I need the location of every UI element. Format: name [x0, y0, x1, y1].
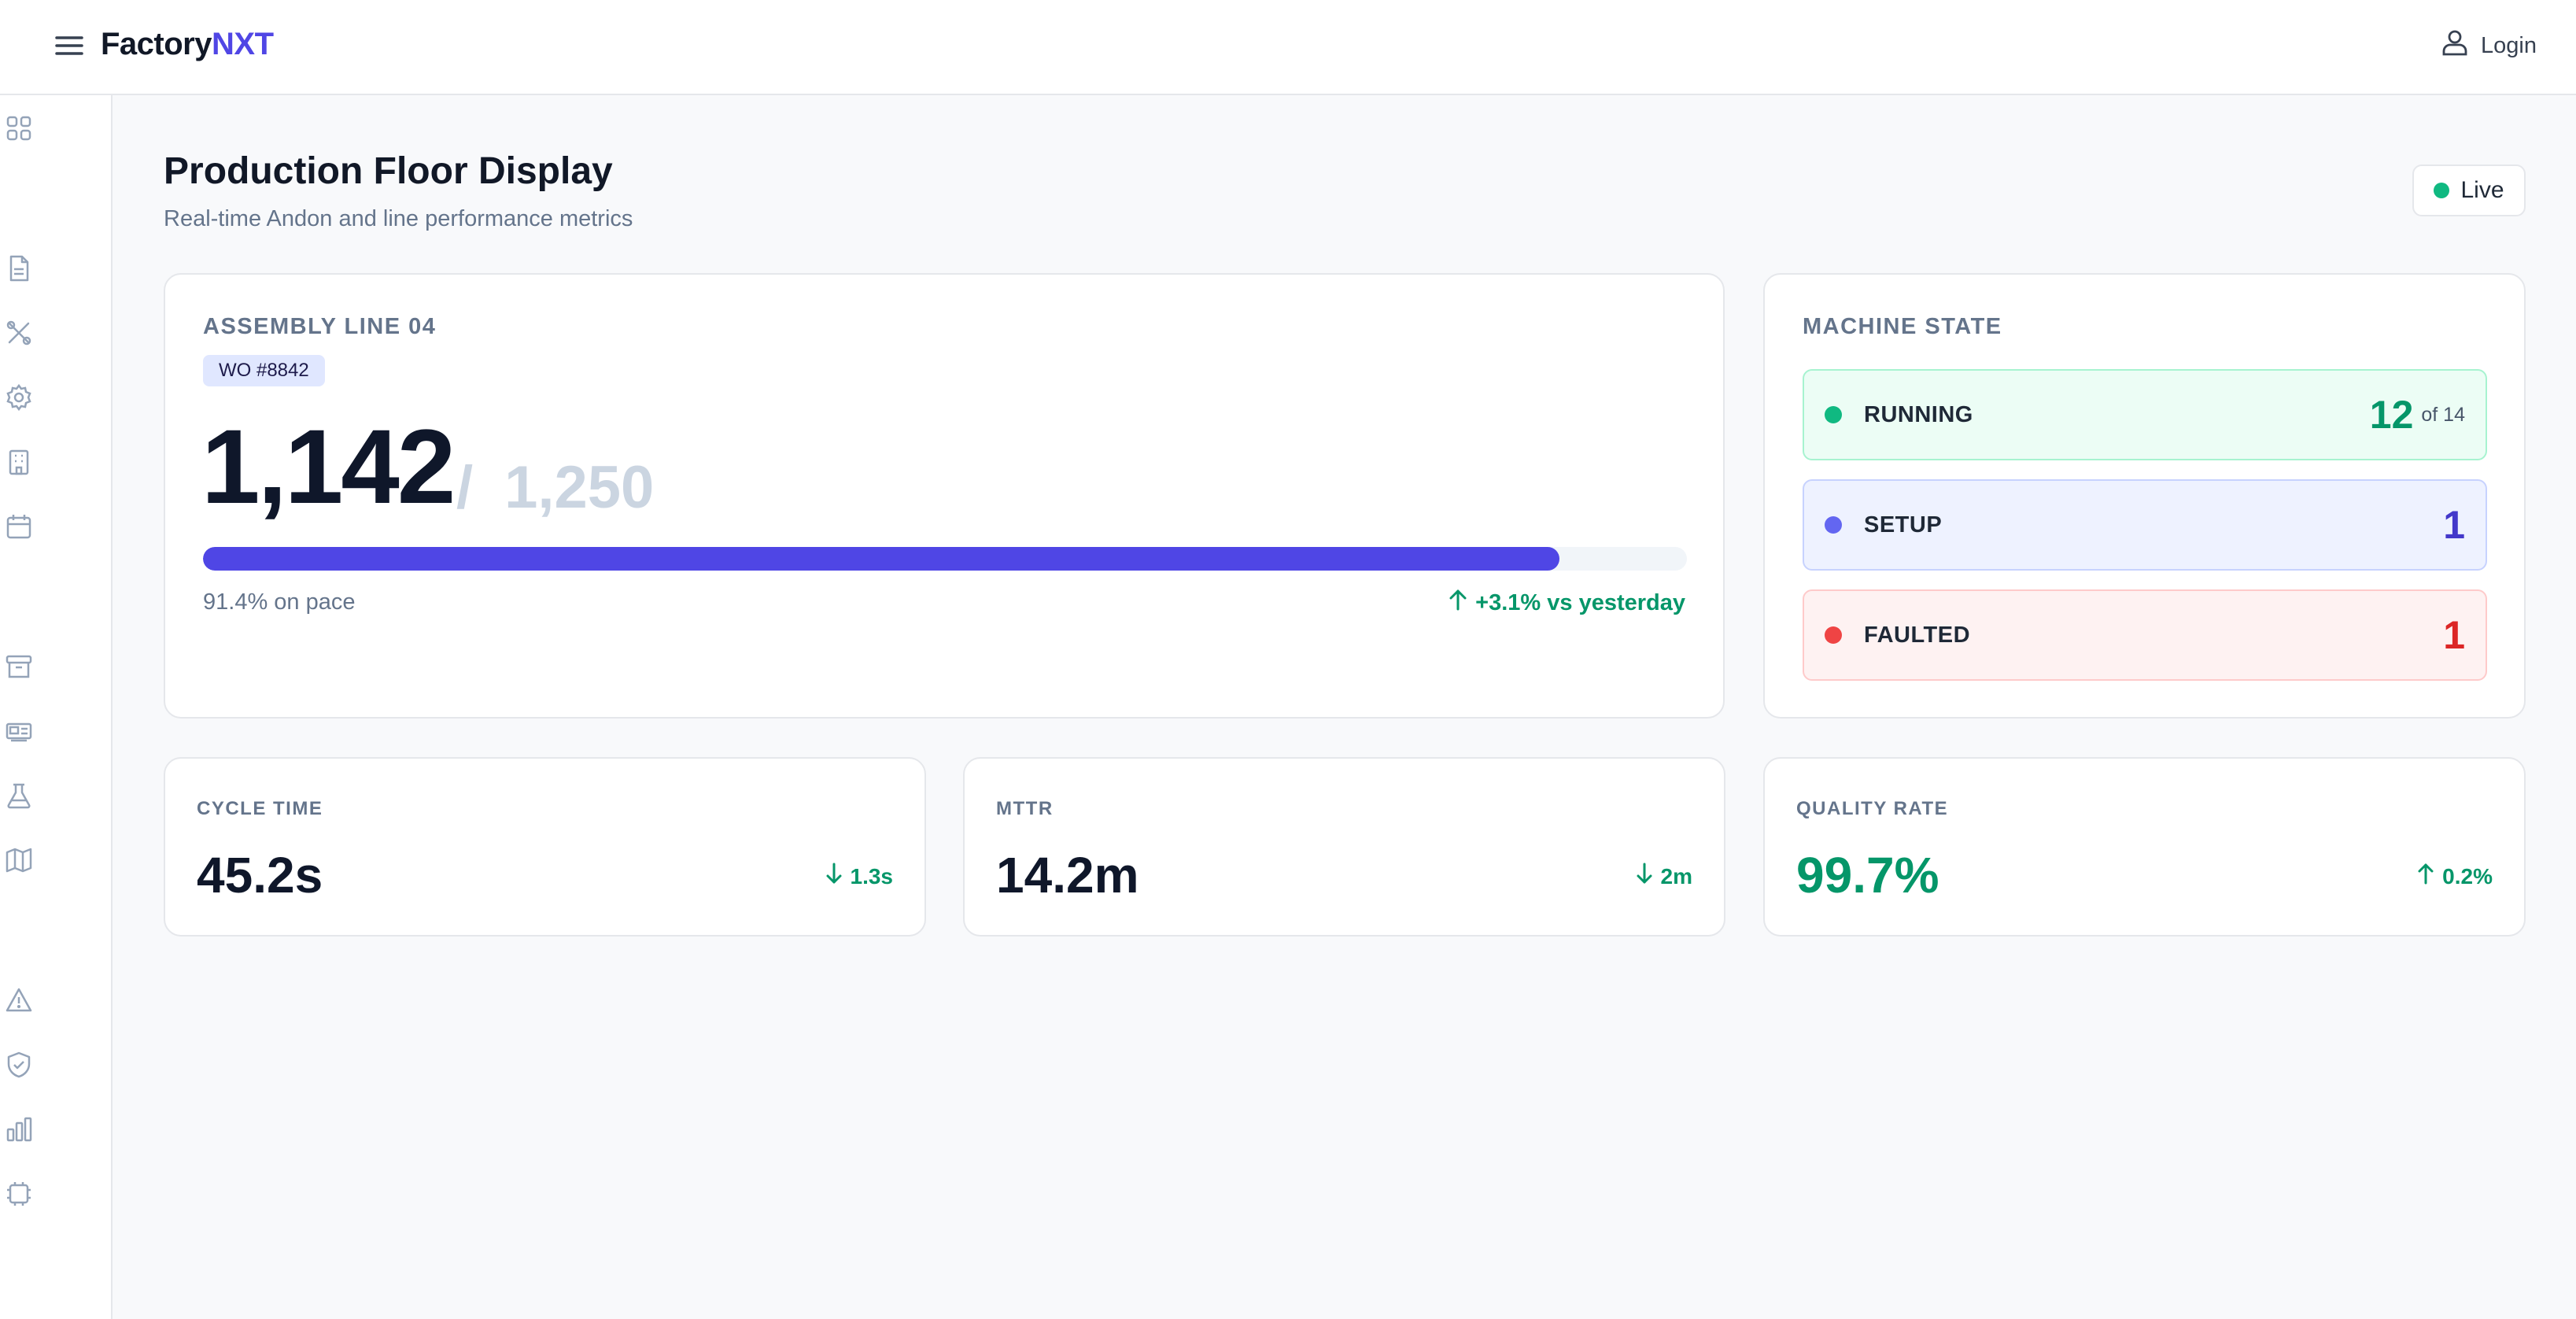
production-target: / 1,250 [456, 453, 654, 523]
user-icon [2440, 28, 2470, 64]
document-icon[interactable] [5, 254, 33, 283]
quality-rate-delta: 0.2% [2417, 863, 2493, 890]
archive-icon[interactable] [5, 652, 33, 681]
sidebar [0, 95, 113, 1319]
flask-icon[interactable] [5, 781, 33, 810]
warning-icon[interactable] [5, 986, 33, 1014]
state-setup-row[interactable]: SETUP 1 [1803, 479, 2487, 571]
cycle-time-value: 45.2s [197, 847, 323, 903]
setup-status-dot [1825, 516, 1842, 534]
arrow-up-icon [1449, 588, 1467, 618]
login-label: Login [2481, 32, 2537, 58]
gear-icon[interactable] [5, 383, 33, 412]
quality-rate-value: 99.7% [1796, 847, 1939, 903]
target-separator: / [456, 454, 474, 521]
cycle-time-delta: 1.3s [825, 863, 894, 890]
live-status-badge: Live [2412, 164, 2526, 216]
page-subtitle: Real-time Andon and line performance met… [164, 206, 633, 231]
trend-text: +3.1% vs yesterday [1475, 589, 1685, 615]
chip-icon[interactable] [5, 1180, 33, 1208]
target-value: 1,250 [504, 454, 655, 521]
arrow-down-icon [825, 863, 843, 890]
shield-check-icon[interactable] [5, 1051, 33, 1079]
machine-state-label: MACHINE STATE [1803, 314, 2002, 339]
progress-fill [203, 547, 1559, 571]
arrow-down-icon [1636, 863, 1653, 890]
setup-label: SETUP [1864, 512, 1943, 538]
mttr-delta-text: 2m [1660, 863, 1692, 889]
brand-primary: Factory [101, 27, 212, 61]
setup-count: 1 [2443, 503, 2465, 547]
quality-rate-delta-text: 0.2% [2442, 863, 2493, 889]
cycle-time-delta-text: 1.3s [850, 863, 894, 889]
line-label: ASSEMBLY LINE 04 [203, 314, 437, 339]
map-icon[interactable] [5, 846, 33, 874]
faulted-status-dot [1825, 626, 1842, 644]
login-button[interactable]: Login [2440, 27, 2537, 65]
faulted-count: 1 [2443, 613, 2465, 657]
tools-icon[interactable] [5, 319, 33, 347]
truck-icon[interactable] [5, 717, 33, 745]
state-faulted-row[interactable]: FAULTED 1 [1803, 589, 2487, 681]
building-icon[interactable] [5, 448, 33, 476]
mttr-label: MTTR [996, 798, 1054, 819]
brand-logo[interactable]: FactoryNXT [101, 24, 274, 65]
live-indicator-dot [2434, 183, 2450, 198]
state-running-row[interactable]: RUNNING 12 of 14 [1803, 369, 2487, 460]
production-progress-bar [203, 547, 1687, 571]
work-order-badge: WO #8842 [203, 355, 325, 386]
assembly-line-card: ASSEMBLY LINE 04 WO #8842 1,142 / 1,250 9… [164, 273, 1725, 719]
hamburger-menu-icon[interactable] [52, 30, 87, 61]
faulted-label: FAULTED [1864, 622, 1971, 648]
arrow-up-icon [2417, 863, 2434, 890]
cycle-time-label: CYCLE TIME [197, 798, 323, 819]
brand-accent: NXT [212, 27, 274, 61]
trend-indicator: +3.1% vs yesterday [1449, 588, 1685, 618]
page-title: Production Floor Display [164, 150, 613, 192]
mttr-card: MTTR 14.2m 2m [963, 757, 1725, 937]
running-label: RUNNING [1864, 401, 1973, 427]
top-bar: FactoryNXT Login [0, 0, 2576, 95]
live-label: Live [2460, 177, 2504, 203]
quality-rate-label: QUALITY RATE [1796, 798, 1949, 819]
pace-text: 91.4% on pace [203, 589, 356, 615]
mttr-delta: 2m [1636, 863, 1692, 890]
quality-rate-card: QUALITY RATE 99.7% 0.2% [1763, 757, 2526, 937]
running-count: 12 [2369, 393, 2414, 437]
production-count: 1,142 [201, 408, 456, 526]
bar-chart-icon[interactable] [5, 1115, 33, 1144]
running-total: of 14 [2421, 403, 2465, 426]
cycle-time-card: CYCLE TIME 45.2s 1.3s [164, 757, 926, 937]
running-status-dot [1825, 406, 1842, 423]
mttr-value: 14.2m [996, 847, 1139, 903]
grid-icon[interactable] [5, 114, 33, 142]
calendar-icon[interactable] [5, 512, 33, 541]
machine-state-card: MACHINE STATE RUNNING 12 of 14 SETUP 1 F… [1763, 273, 2526, 719]
